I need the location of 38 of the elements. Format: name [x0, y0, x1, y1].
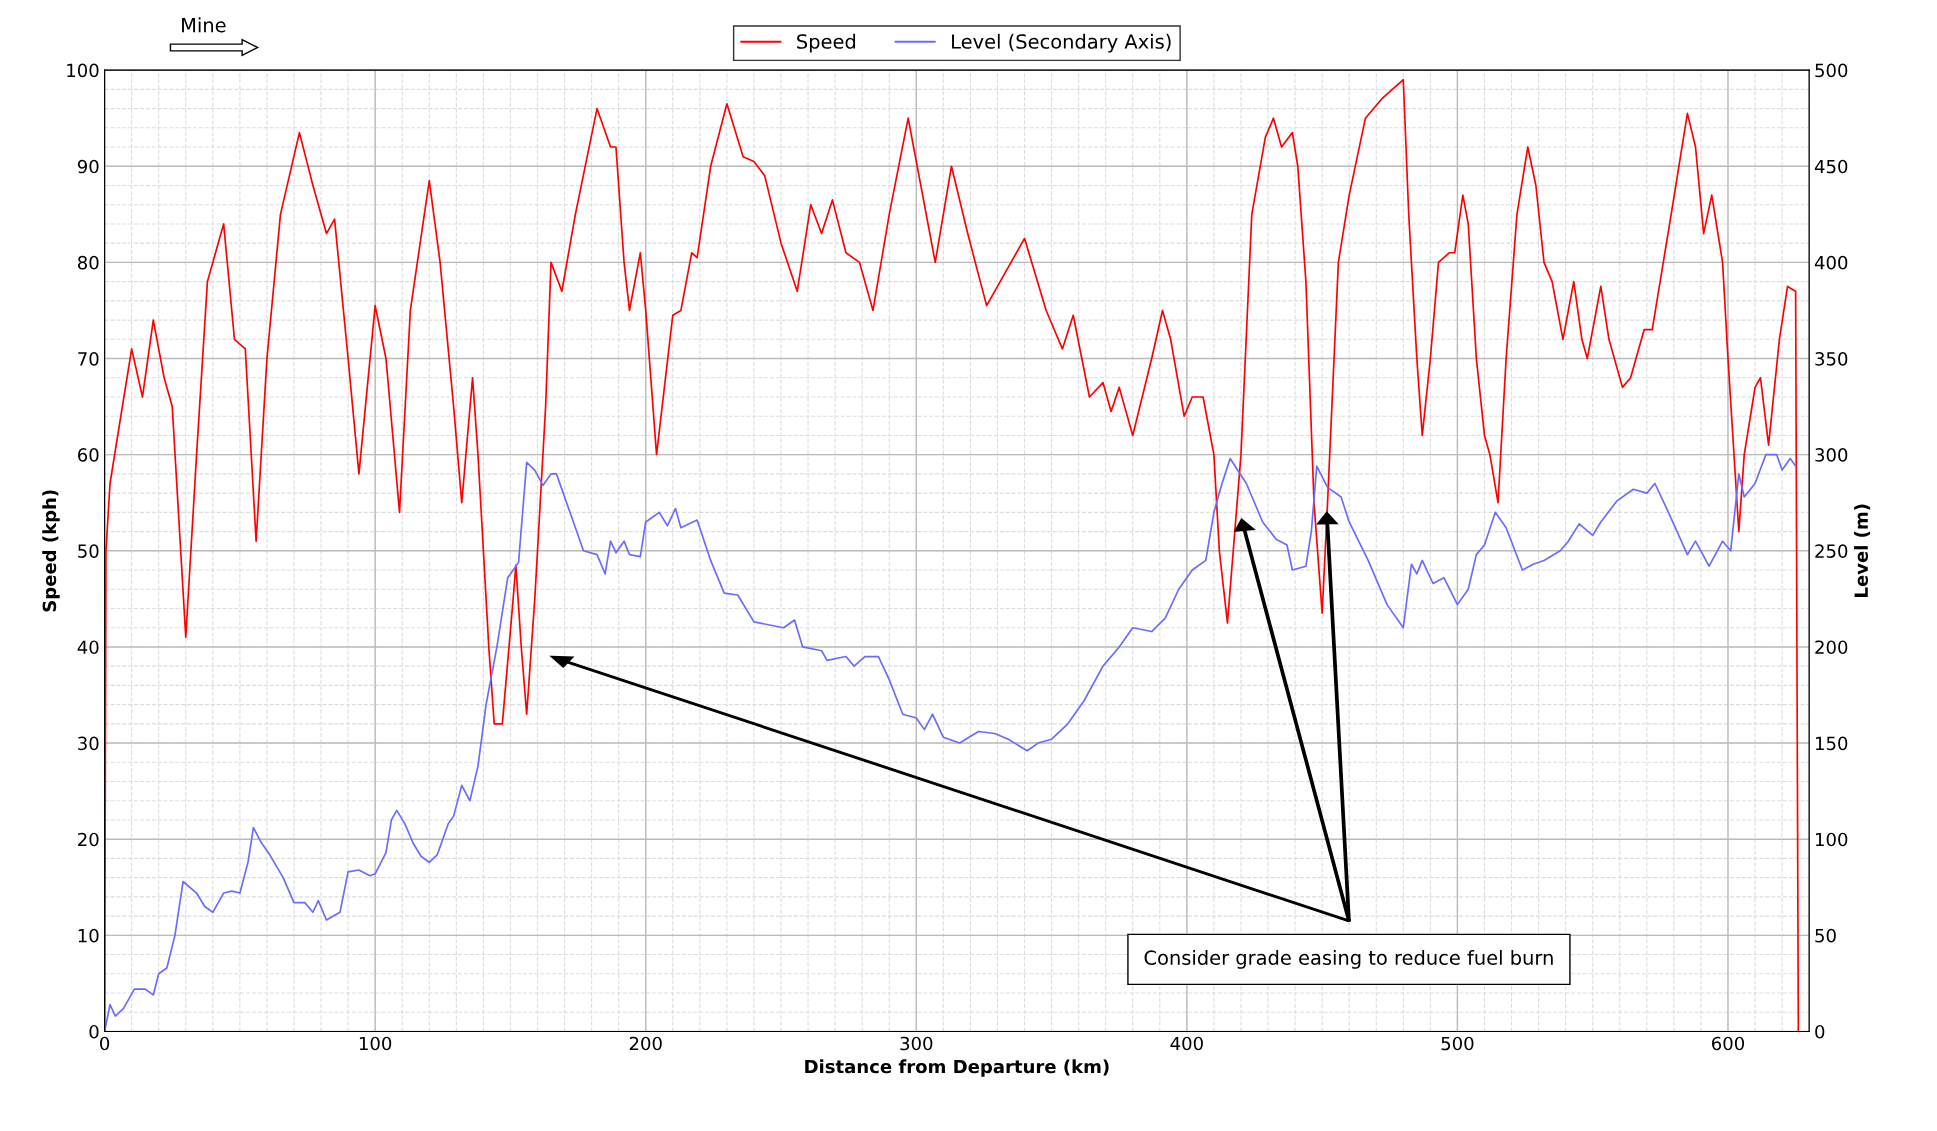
x-tick-label: 200: [629, 1036, 662, 1051]
x-tick-label: 300: [900, 1036, 933, 1051]
y-tick-label: 70: [78, 351, 99, 366]
y2-axis-title: Level (m): [1854, 504, 1871, 597]
y2-tick-label: 150: [1816, 736, 1848, 751]
y2-tick-label: 0: [1815, 1024, 1825, 1039]
legend-label: Level (Secondary Axis): [952, 33, 1171, 53]
y-tick-label: 20: [78, 832, 99, 847]
y2-tick-label: 300: [1815, 448, 1848, 462]
y2-tick-label: 100: [1816, 832, 1848, 847]
y2-tick-label: 200: [1815, 640, 1848, 655]
y-axis-title: Speed (kph): [42, 490, 60, 612]
annotation: Consider grade easing to reduce fuel burn: [1144, 949, 1553, 969]
y2-tick-label: 500: [1815, 63, 1848, 78]
y2-tick-label: 250: [1815, 544, 1848, 558]
text: Mine: [182, 17, 226, 33]
x-tick-label: 600: [1712, 1036, 1745, 1051]
y-tick-label: 50: [78, 544, 99, 558]
line-series: [104, 453, 1797, 1032]
line-series: [104, 78, 1800, 1032]
x-axis-title: Distance from Departure (km): [805, 1059, 1109, 1077]
y-tick-label: 0: [89, 1024, 99, 1039]
legend-label: Speed: [797, 33, 856, 53]
y-tick-label: 90: [77, 159, 99, 174]
y2-tick-label: 450: [1814, 159, 1848, 174]
x-tick-label: 0: [100, 1036, 110, 1051]
y-tick-label: 80: [77, 255, 99, 270]
y2-tick-label: 400: [1814, 255, 1848, 270]
y2-tick-label: 50: [1815, 928, 1836, 943]
x-tick-label: 500: [1441, 1036, 1474, 1051]
x-tick-label: 400: [1170, 1036, 1203, 1051]
y2-tick-label: 350: [1815, 351, 1848, 366]
y-tick-label: 40: [77, 640, 99, 655]
y-tick-label: 100: [67, 63, 99, 78]
y-tick-label: 60: [78, 448, 99, 462]
y-tick-label: 30: [78, 736, 99, 751]
x-tick-label: 100: [359, 1036, 392, 1051]
y-tick-label: 10: [78, 928, 99, 943]
